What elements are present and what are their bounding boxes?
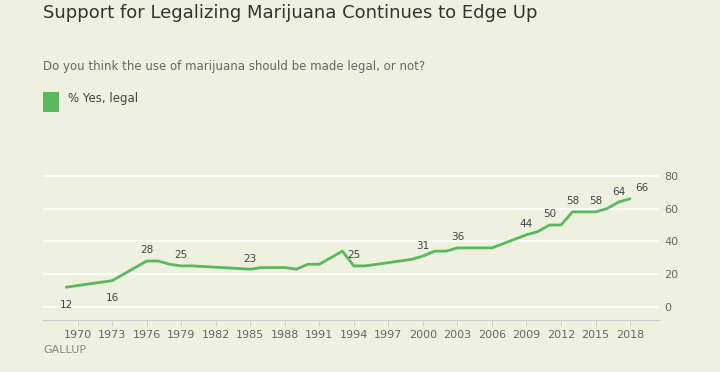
Text: 58: 58	[589, 196, 602, 206]
Text: GALLUP: GALLUP	[43, 345, 86, 355]
Text: 50: 50	[543, 209, 556, 219]
Text: 64: 64	[612, 186, 625, 196]
Text: 23: 23	[243, 254, 257, 264]
Text: Do you think the use of marijuana should be made legal, or not?: Do you think the use of marijuana should…	[43, 60, 426, 73]
Text: 36: 36	[451, 232, 464, 242]
Text: 31: 31	[416, 241, 430, 250]
Text: % Yes, legal: % Yes, legal	[68, 92, 138, 105]
Text: 25: 25	[347, 250, 361, 260]
Text: 16: 16	[106, 293, 119, 303]
Text: 66: 66	[636, 183, 649, 193]
Text: 25: 25	[175, 250, 188, 260]
Text: Support for Legalizing Marijuana Continues to Edge Up: Support for Legalizing Marijuana Continu…	[43, 4, 538, 22]
Text: 12: 12	[60, 300, 73, 310]
Text: 44: 44	[520, 219, 533, 229]
Text: 58: 58	[566, 196, 579, 206]
Text: 28: 28	[140, 246, 153, 256]
